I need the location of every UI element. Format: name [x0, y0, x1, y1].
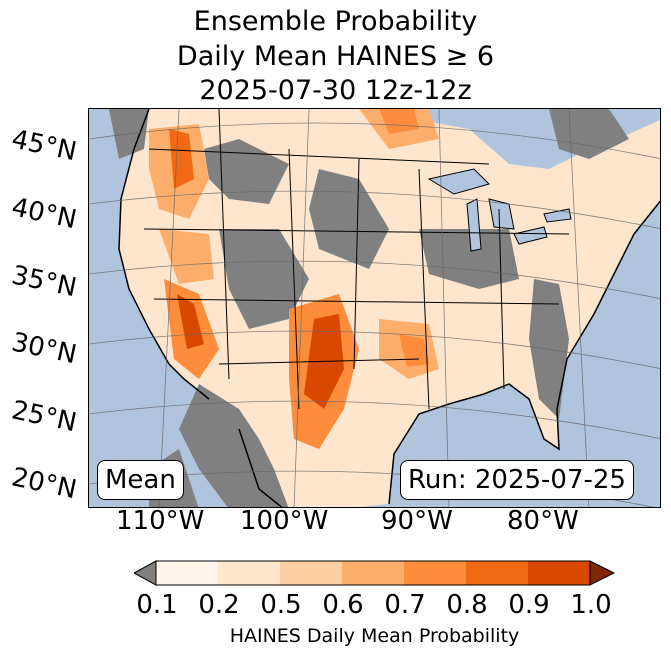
colorbar-bin-4: [342, 561, 404, 585]
lat-label-25: 25°N: [8, 395, 80, 439]
map-panel: [88, 108, 661, 508]
colorbar-bin-3: [280, 561, 342, 585]
colorbar-tick-2: 0.5: [260, 590, 302, 620]
title-line-1: Ensemble Probability: [193, 6, 478, 37]
lat-label-30: 30°N: [8, 327, 80, 371]
colorbar-tick-5: 0.8: [446, 590, 488, 620]
colorbar-tick-7: 1.0: [570, 590, 612, 620]
great-lakes: [427, 168, 572, 252]
lon-label-80: 80°W: [507, 506, 579, 536]
colorbar-bin-5: [404, 561, 466, 585]
map-svg: [89, 109, 660, 507]
colorbar-under-arrow: [134, 560, 157, 586]
state-borders: [143, 109, 570, 410]
title-line-2: Daily Mean HAINES ≥ 6: [176, 41, 495, 72]
lat-label-45: 45°N: [8, 124, 80, 168]
run-label-box: Run: 2025-07-25: [400, 460, 634, 500]
mexico-land: [179, 384, 289, 507]
colorbar-bin-6: [466, 561, 528, 585]
colorbar-tick-3: 0.6: [322, 590, 364, 620]
colorbar-label: HAINES Daily Mean Probability: [229, 625, 520, 647]
colorbar-tick-0: 0.1: [136, 590, 178, 620]
lon-label-110: 110°W: [116, 506, 205, 536]
colorbar-outline: [155, 560, 591, 586]
colorbar-bin-7: [528, 561, 590, 585]
colorbar: [134, 560, 616, 586]
colorbar-tick-1: 0.2: [198, 590, 240, 620]
colorbar-tick-4: 0.7: [384, 590, 426, 620]
colorbar-bin-1: [156, 561, 218, 585]
lat-label-20: 20°N: [8, 462, 80, 506]
lat-label-35: 35°N: [8, 260, 80, 304]
title-line-3: 2025-07-30 12z-12z: [199, 75, 472, 106]
lon-label-90: 90°W: [381, 506, 453, 536]
lat-label-40: 40°N: [8, 192, 80, 236]
stat-label-box: Mean: [97, 460, 184, 500]
coastline: [118, 109, 660, 507]
colorbar-over-arrow: [589, 560, 616, 586]
us-land-mass: [119, 109, 660, 507]
colorbar-tick-6: 0.9: [508, 590, 550, 620]
colorbar-bin-2: [218, 561, 280, 585]
lon-label-100: 100°W: [240, 506, 329, 536]
